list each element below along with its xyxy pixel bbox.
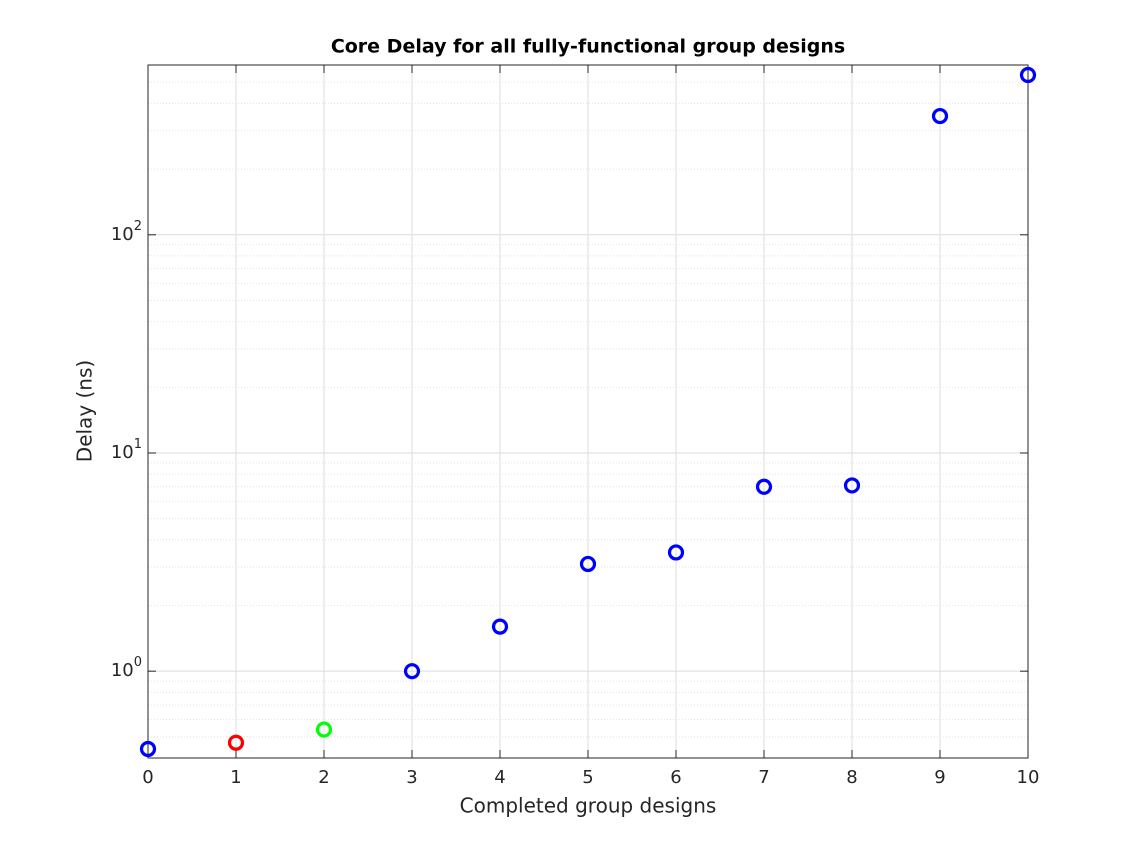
point: [315, 721, 333, 738]
point: [227, 734, 245, 751]
point: [139, 740, 157, 758]
x-tick-label: 2: [318, 767, 329, 788]
point: [755, 478, 773, 495]
chart-title: Core Delay for all fully-functional grou…: [331, 36, 845, 58]
plot-frame: [147, 64, 1029, 759]
point: [843, 477, 861, 494]
x-tick-label: 6: [670, 767, 681, 788]
x-tick-label: 3: [406, 767, 417, 788]
y-tick-label: 101: [111, 436, 142, 463]
point: [667, 544, 685, 561]
point: [1019, 66, 1037, 84]
y-axis-label: Delay (ns): [73, 360, 97, 462]
x-tick-label: 10: [1017, 767, 1040, 788]
x-tick-label: 9: [934, 767, 945, 788]
x-axis-label: Completed group designs: [460, 794, 717, 818]
x-tick-label: 8: [846, 767, 857, 788]
x-tick-label: 7: [758, 767, 769, 788]
point: [491, 618, 509, 635]
x-tick-label: 5: [582, 767, 593, 788]
x-tick-label: 1: [230, 767, 241, 788]
x-tick-label: 0: [142, 767, 153, 788]
y-tick-label: 100: [111, 655, 142, 682]
y-tick-label: 102: [111, 218, 142, 245]
x-tick-label: 4: [494, 767, 505, 788]
point: [403, 663, 421, 680]
point: [579, 555, 597, 573]
point: [931, 107, 949, 125]
